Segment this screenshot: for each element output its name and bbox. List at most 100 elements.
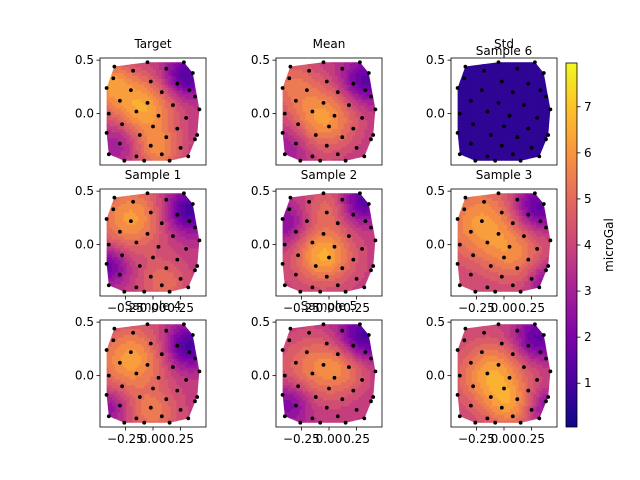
contour-cell xyxy=(173,72,178,77)
station-point xyxy=(294,141,298,146)
contour-cell xyxy=(150,138,154,142)
contour-cell xyxy=(179,141,184,145)
contour-cell xyxy=(512,159,517,161)
contour-cell xyxy=(144,215,148,220)
contour-cell xyxy=(141,194,145,199)
contour-cell xyxy=(536,150,540,154)
contour-cell xyxy=(191,150,195,154)
contour-cell xyxy=(343,90,348,95)
contour-cell xyxy=(197,105,200,110)
contour-cell xyxy=(358,111,362,116)
contour-cell xyxy=(358,105,362,110)
contour-cell xyxy=(173,209,178,214)
contour-cell xyxy=(545,120,549,124)
contour-cell xyxy=(323,141,327,145)
contour-cell xyxy=(114,144,119,148)
contour-cell xyxy=(284,138,289,142)
contour-cell xyxy=(108,96,113,101)
contour-cell xyxy=(331,69,336,74)
contour-cell xyxy=(167,75,172,80)
contour-cell xyxy=(462,87,467,92)
contour-cell xyxy=(308,81,312,86)
contour-cell xyxy=(539,96,543,101)
contour-cell xyxy=(300,58,304,62)
contour-cell xyxy=(167,269,172,273)
contour-cell xyxy=(284,105,289,110)
contour-cell xyxy=(164,251,169,255)
contour-cell xyxy=(158,239,163,244)
contour-cell xyxy=(501,99,505,104)
contour-cell xyxy=(329,105,333,110)
contour-cell xyxy=(483,111,487,116)
contour-cell xyxy=(123,248,128,253)
contour-cell xyxy=(182,66,186,71)
contour-cell xyxy=(329,93,333,98)
contour-cell xyxy=(302,144,307,148)
contour-cell xyxy=(176,194,181,199)
contour-cell xyxy=(111,233,116,238)
contour-cell xyxy=(462,132,467,136)
contour-cell xyxy=(138,159,142,161)
contour-cell xyxy=(158,233,163,238)
contour-cell xyxy=(111,96,116,101)
contour-cell xyxy=(367,108,371,113)
contour-cell xyxy=(103,153,107,157)
contour-cell xyxy=(524,81,529,86)
contour-cell xyxy=(474,150,479,154)
contour-cell xyxy=(108,206,113,211)
contour-cell xyxy=(135,206,139,211)
contour-cell xyxy=(182,81,186,86)
contour-cell xyxy=(533,66,537,71)
contour-cell xyxy=(170,90,175,95)
contour-cell xyxy=(103,254,107,258)
contour-cell xyxy=(147,263,151,267)
contour-cell xyxy=(489,150,493,154)
contour-cell xyxy=(155,263,160,267)
contour-cell xyxy=(135,263,139,267)
contour-cell xyxy=(302,126,307,130)
contour-cell xyxy=(126,87,131,92)
contour-cell xyxy=(279,144,283,148)
contour-cell xyxy=(471,114,476,119)
contour-cell xyxy=(100,64,104,68)
contour-cell xyxy=(182,99,186,104)
contour-cell xyxy=(284,84,289,89)
contour-cell xyxy=(512,78,517,83)
contour-cell xyxy=(370,144,374,148)
contour-cell xyxy=(100,204,104,208)
contour-cell xyxy=(355,108,360,113)
contour-cell xyxy=(471,84,476,89)
contour-cell xyxy=(373,84,376,89)
contour-cell xyxy=(551,117,555,121)
contour-cell xyxy=(299,123,304,127)
contour-cell xyxy=(147,111,151,116)
contour-cell xyxy=(155,287,160,291)
contour-cell xyxy=(465,111,470,116)
contour-cell xyxy=(284,126,289,130)
contour-cell xyxy=(173,93,178,98)
contour-cell xyxy=(495,66,499,71)
contour-cell xyxy=(161,239,166,244)
contour-cell xyxy=(454,64,458,68)
contour-cell xyxy=(108,224,113,229)
contour-cell xyxy=(515,102,520,107)
contour-cell xyxy=(155,203,160,208)
contour-cell xyxy=(521,135,526,139)
contour-cell xyxy=(468,108,473,113)
contour-cell xyxy=(373,105,376,110)
contour-cell xyxy=(164,147,169,151)
contour-cell xyxy=(173,230,178,235)
station-point xyxy=(282,152,287,157)
contour-cell xyxy=(299,87,304,92)
contour-cell xyxy=(182,144,186,148)
contour-cell xyxy=(141,215,145,220)
contour-cell xyxy=(108,194,113,199)
contour-cell xyxy=(542,153,546,157)
contour-cell xyxy=(127,189,131,193)
contour-cell xyxy=(468,69,473,74)
contour-cell xyxy=(504,144,508,148)
contour-cell xyxy=(320,123,324,127)
contour-cell xyxy=(170,81,175,86)
contour-cell xyxy=(474,129,479,133)
contour-cell xyxy=(135,147,139,151)
